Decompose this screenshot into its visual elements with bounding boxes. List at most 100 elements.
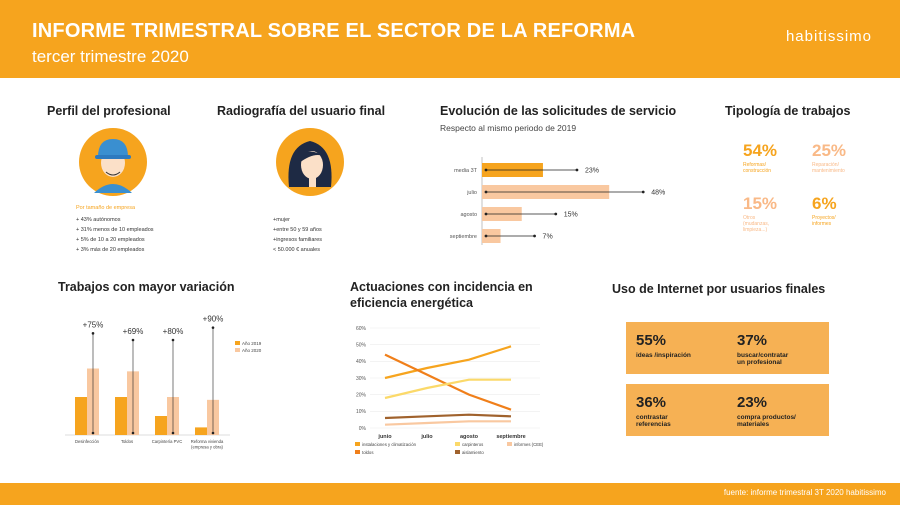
var-category-label: Toldos	[121, 439, 133, 444]
box-pct: 55%	[636, 332, 667, 349]
header-banner: INFORME TRIMESTRAL SOBRE EL SECTOR DE LA…	[0, 0, 900, 78]
act-series-line	[384, 345, 512, 380]
stat-label: Otros (mudanzas, limpieza...)	[743, 215, 770, 233]
act-legend-label: toldos	[362, 450, 373, 455]
list-item: + 31% menos de 10 empleados	[76, 227, 154, 233]
var-bar-2019	[195, 427, 207, 435]
box-pct: 36%	[636, 394, 667, 411]
variacion-chart: +75% Desinfección +69% Toldos +80% Carpinterí…	[65, 315, 262, 450]
evo-pointer-dot	[484, 190, 488, 194]
woman-avatar-icon	[276, 128, 344, 196]
var-bar-2019	[115, 397, 127, 435]
act-ytick-label: 50%	[356, 342, 367, 348]
evo-category-label: media 3T	[454, 168, 478, 174]
var-annotation: +69%	[123, 327, 144, 336]
box-label: compra productos/ materiales	[737, 414, 796, 428]
actuaciones-title-line2: eficiencia energética	[350, 296, 473, 310]
tipologia-stat-0: 54% Reformas/ construcción	[743, 141, 777, 174]
footer-source: fuente: informe trimestral 3T 2020 habit…	[723, 488, 886, 497]
act-ytick-label: 60%	[356, 326, 367, 332]
box-label: contrastar referencias	[636, 414, 671, 428]
evo-pointer-dot	[575, 168, 579, 172]
evo-pointer-dot	[641, 190, 645, 194]
act-series-line	[384, 413, 512, 420]
stat-pct: 6%	[812, 194, 837, 213]
box-pct: 37%	[737, 332, 768, 349]
evo-pointer-dot	[484, 168, 488, 172]
internet-title: Uso de Internet por usuarios finales	[612, 282, 826, 296]
act-ytick-label: 20%	[356, 392, 367, 398]
evo-value-label: 48%	[651, 190, 665, 197]
var-pointer-dot	[211, 431, 215, 435]
list-item: + 5% de 10 a 20 empleados	[76, 237, 145, 243]
internet-box-3: 23% compra productos/ materiales	[727, 384, 829, 436]
perfil-list: + 43% autónomos + 31% menos de 10 emplea…	[76, 215, 154, 255]
act-xtick-label: junio	[377, 434, 392, 440]
var-category-label: Reforma vivienda	[191, 439, 224, 444]
radiografia-list: +mujer +entre 50 y 59 años +ingresos fam…	[273, 215, 322, 255]
stat-label: Proyectos/ informes	[812, 215, 836, 227]
act-xtick-label: julio	[420, 434, 433, 440]
tipologia-stat-3: 6% Proyectos/ informes	[812, 194, 837, 227]
internet-box-1: 37% buscar/contratar un profesional	[727, 322, 829, 374]
tipologia-stat-1: 25% Reparación/ mantenimiento	[812, 141, 846, 174]
var-legend-label: Año 2020	[242, 348, 262, 353]
evo-pointer-dot	[533, 234, 536, 238]
evo-pointer-dot	[484, 212, 488, 216]
var-category-label: Desinfección	[75, 439, 100, 444]
evo-category-label: agosto	[460, 212, 477, 218]
var-legend-swatch	[235, 348, 240, 352]
act-ytick-label: 40%	[356, 359, 367, 365]
radiografia-title: Radiografía del usuario final	[217, 104, 386, 118]
tipologia-title: Tipología de trabajos	[725, 104, 851, 118]
list-item: +ingresos familiares	[273, 237, 323, 243]
stat-label: Reformas/ construcción	[743, 162, 772, 174]
var-pointer-dot	[171, 431, 175, 435]
act-legend-label: aislamiento	[462, 450, 484, 455]
box-label: ideas /inspiración	[636, 352, 691, 359]
act-ytick-label: 10%	[356, 409, 367, 415]
list-item: +mujer	[273, 217, 290, 223]
brand-logo: habitissimo	[785, 28, 872, 45]
var-pointer-dot	[91, 332, 95, 335]
act-xtick-label: septiembre	[496, 434, 525, 440]
worker-avatar-icon	[79, 128, 147, 196]
stat-pct: 15%	[743, 194, 778, 213]
act-ytick-label: 0%	[359, 426, 367, 432]
act-series-line	[384, 420, 511, 426]
stat-pct: 54%	[743, 141, 778, 160]
var-pointer-dot	[91, 431, 95, 435]
act-legend-swatch	[355, 442, 360, 446]
box-label: buscar/contratar un profesional	[737, 352, 789, 366]
var-annotation: +75%	[83, 320, 104, 329]
act-legend-swatch	[455, 442, 460, 446]
evo-value-label: 15%	[564, 212, 578, 219]
list-item: + 3% más de 20 empleados	[76, 247, 145, 253]
actuaciones-chart: 0% 10% 20% 30% 40% 50% 60% junio julio agosto sept…	[355, 326, 544, 455]
internet-box-0: 55% ideas /inspiración	[626, 322, 728, 374]
var-bar-2019	[75, 397, 87, 435]
evolucion-chart: media 3T 23% julio 48% agosto 15% septiembre 7%	[450, 157, 665, 245]
report-title: INFORME TRIMESTRAL SOBRE EL SECTOR DE LA…	[32, 20, 636, 42]
act-legend-label: carpinteros	[462, 442, 483, 447]
act-series-line	[384, 378, 511, 400]
var-legend-label: Año 2019	[242, 341, 262, 346]
perfil-label: Por tamaño de empresa	[76, 205, 136, 211]
act-legend-swatch	[507, 442, 512, 446]
actuaciones-title-line1: Actuaciones con incidencia en	[350, 280, 533, 294]
list-item: < 50.000 € anuales	[273, 247, 320, 253]
var-annotation: +80%	[163, 327, 184, 336]
var-category-label: Carpintería PVC	[152, 439, 183, 444]
stat-label: Reparación/ mantenimiento	[812, 162, 845, 174]
footer-banner: fuente: informe trimestral 3T 2020 habit…	[0, 483, 900, 505]
evo-category-label: julio	[466, 190, 477, 196]
act-legend-swatch	[355, 450, 360, 454]
act-ytick-label: 30%	[356, 376, 367, 382]
tipologia-stat-2: 15% Otros (mudanzas, limpieza...)	[743, 194, 777, 233]
report-subtitle: tercer trimestre 2020	[32, 47, 189, 66]
evo-category-label: septiembre	[450, 234, 477, 240]
evo-value-label: 23%	[585, 168, 599, 175]
list-item: +entre 50 y 59 años	[273, 227, 322, 233]
evolucion-title: Evolución de las solicitudes de servicio	[440, 104, 677, 118]
list-item: + 43% autónomos	[76, 217, 121, 223]
